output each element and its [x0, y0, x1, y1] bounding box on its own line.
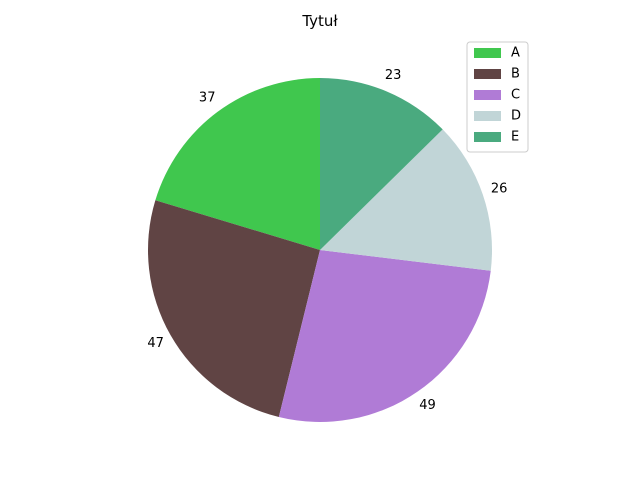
pie-slice-e	[320, 78, 443, 250]
legend-swatch-b	[474, 69, 501, 79]
pie-slice-c	[278, 250, 491, 422]
legend-swatch-d	[474, 111, 501, 121]
data-label-d: 26	[491, 182, 508, 197]
legend-label-a: A	[511, 46, 520, 61]
pie-slice-b	[147, 200, 320, 417]
chart-title: Tytuł	[301, 12, 338, 30]
data-label-a: 37	[199, 91, 216, 106]
legend-label-c: C	[511, 88, 520, 103]
data-label-e: 23	[385, 68, 402, 83]
data-label-b: 47	[147, 336, 164, 351]
legend-label-e: E	[511, 130, 519, 145]
legend-swatch-a	[474, 48, 501, 58]
legend-swatch-c	[474, 90, 501, 100]
data-labels: 37 47 49 26 23	[147, 68, 507, 413]
pie-slices	[147, 78, 493, 422]
data-label-c: 49	[419, 398, 436, 413]
legend-label-b: B	[511, 67, 520, 82]
pie-slice-d	[320, 129, 493, 271]
legend-swatch-e	[474, 132, 501, 142]
legend-label-d: D	[511, 109, 521, 124]
pie-slice-a	[155, 78, 320, 250]
